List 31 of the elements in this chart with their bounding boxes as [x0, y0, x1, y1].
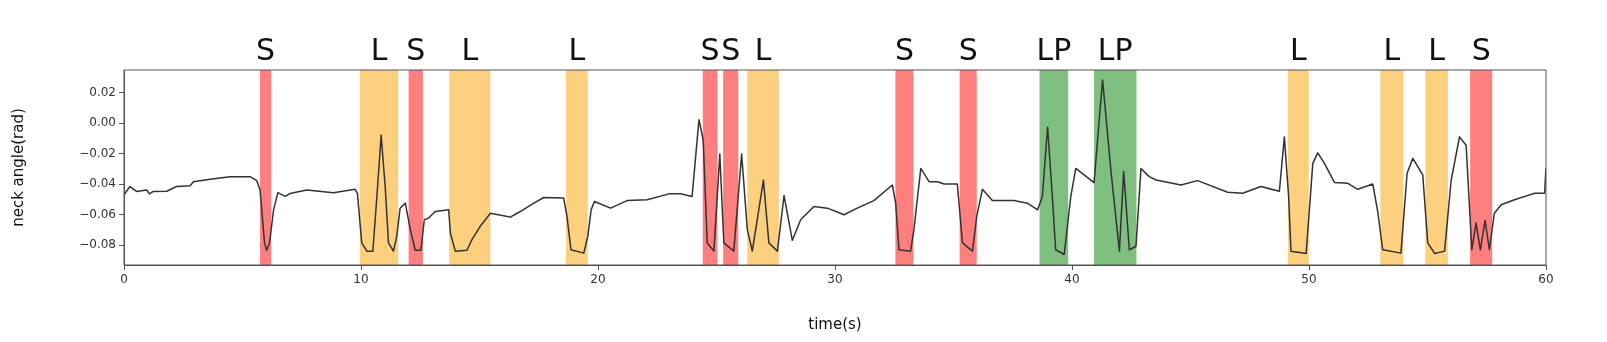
- band-label: S: [894, 31, 914, 67]
- band-label: LP: [1097, 31, 1133, 67]
- band-label: S: [700, 31, 720, 67]
- band-label: S: [256, 31, 276, 67]
- band-label: L: [754, 31, 772, 67]
- band-label: S: [1471, 31, 1491, 67]
- band-label: L: [1289, 31, 1307, 67]
- band-label: LP: [1036, 31, 1072, 67]
- x-tick-label: 10: [353, 272, 369, 287]
- x-tick-label: 30: [827, 272, 843, 287]
- band-label: L: [461, 31, 479, 67]
- band-label: S: [406, 31, 426, 67]
- x-tick-label: 40: [1064, 272, 1080, 287]
- band-label: S: [721, 31, 741, 67]
- y-tick-label: −0.08: [79, 237, 116, 252]
- band-label: L: [370, 31, 388, 67]
- y-tick-label: −0.02: [79, 145, 116, 160]
- band-label: L: [1383, 31, 1401, 67]
- y-axis-title: neck angle(rad): [8, 108, 27, 227]
- y-tick-label: 0.02: [89, 84, 116, 99]
- y-tick-label: −0.06: [79, 206, 116, 221]
- x-axis-title: time(s): [808, 314, 862, 333]
- x-tick-label: 60: [1538, 272, 1554, 287]
- y-tick-label: 0.00: [89, 115, 116, 130]
- band-label: L: [1428, 31, 1446, 67]
- band-label: L: [568, 31, 586, 67]
- x-tick-label: 50: [1301, 272, 1317, 287]
- x-tick-label: 0: [120, 272, 128, 287]
- y-tick-label: −0.04: [79, 176, 116, 191]
- x-tick-label: 20: [590, 272, 606, 287]
- band-label: S: [958, 31, 978, 67]
